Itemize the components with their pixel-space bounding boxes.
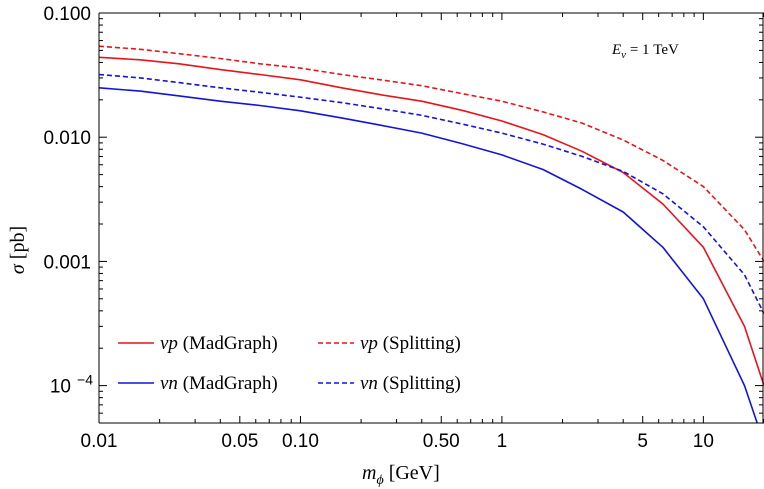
x-axis-label-sub: ϕ [376, 473, 383, 488]
plot-frame [98, 12, 764, 424]
y-tick-label: 0.100 [43, 4, 91, 25]
y-axis-label-main: σ [7, 263, 29, 274]
y-tick-label: 0.010 [43, 128, 91, 149]
y-tick-label: 10 [50, 377, 71, 398]
energy-annotation-rest: = 1 TeV [626, 42, 679, 58]
y-tick-label: 0.001 [43, 252, 91, 273]
y-axis-label-unit: [pb] [7, 226, 29, 264]
series-line-3 [99, 73, 764, 314]
legend-label-3: νn (Splitting) [360, 373, 461, 394]
series-line-1 [99, 45, 764, 262]
x-tick-label: 10 [693, 431, 714, 452]
legend: νp (MadGraph) νp (Splitting) νn (MadGraph)… [118, 333, 461, 394]
x-tick-label: 0.01 [81, 431, 118, 452]
legend-label-0: νp (MadGraph) [160, 333, 278, 354]
y-tick-label-sup: −4 [77, 372, 93, 388]
x-axis-ticks: 0.01 0.05 0.10 0.50 1 5 10 [81, 13, 764, 452]
y-axis-label: σ [pb] [7, 226, 29, 274]
energy-annotation: Eν = 1 TeV [611, 42, 679, 61]
x-axis-label-unit: [GeV] [384, 462, 440, 484]
x-axis-label: mϕ [GeV] [362, 462, 440, 488]
legend-label-1: νp (Splitting) [360, 333, 461, 354]
x-tick-label: 0.05 [221, 431, 258, 452]
y-axis-ticks: 0.100 0.010 0.001 10 −4 [43, 4, 763, 424]
series-line-0 [99, 56, 764, 386]
legend-label-2: νn (MadGraph) [160, 373, 278, 394]
energy-annotation-main: E [611, 42, 621, 58]
x-tick-label: 0.50 [423, 431, 460, 452]
x-tick-label: 5 [637, 431, 648, 452]
x-tick-label: 0.10 [282, 431, 319, 452]
x-tick-label: 1 [497, 431, 508, 452]
series-line-2 [99, 87, 758, 423]
x-axis-label-main: m [362, 462, 376, 484]
energy-annotation-sub: ν [621, 49, 626, 61]
plot-curves [99, 45, 764, 423]
